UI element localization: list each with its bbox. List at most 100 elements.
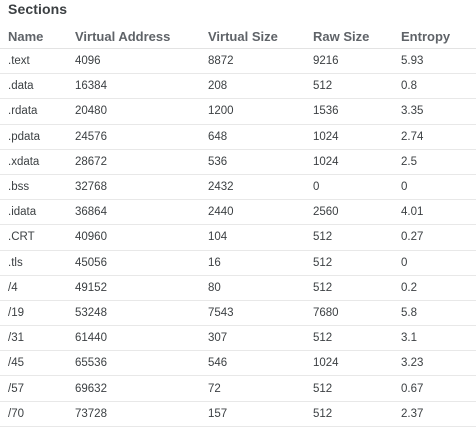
table-row: /31 61440 307 512 3.1 [0, 325, 476, 352]
cell-entropy: 3.23 [401, 350, 476, 377]
section-title: Sections [8, 1, 68, 17]
cell-virtual-size: 157 [208, 401, 313, 427]
column-header-entropy: Entropy [401, 25, 476, 49]
cell-virtual-size: 307 [208, 325, 313, 352]
cell-virtual-size: 1200 [208, 98, 313, 125]
cell-raw-size: 7680 [313, 300, 401, 327]
cell-entropy: 3.35 [401, 98, 476, 125]
cell-raw-size: 2560 [313, 199, 401, 226]
cell-name: /45 [0, 350, 75, 377]
table-row: /19 53248 7543 7680 5.8 [0, 300, 476, 327]
table-row: .CRT 40960 104 512 0.27 [0, 224, 476, 251]
cell-entropy: 3.1 [401, 325, 476, 352]
table-row: /45 65536 546 1024 3.23 [0, 350, 476, 377]
cell-entropy: 2.5 [401, 149, 476, 175]
cell-virtual-address: 40960 [75, 224, 208, 251]
cell-name: .rdata [0, 98, 75, 125]
cell-raw-size: 9216 [313, 48, 401, 75]
cell-raw-size: 1536 [313, 98, 401, 125]
column-header-raw-size: Raw Size [313, 25, 401, 49]
cell-name: /57 [0, 375, 75, 402]
cell-raw-size: 1024 [313, 149, 401, 175]
cell-name: /4 [0, 275, 75, 301]
cell-raw-size: 512 [313, 73, 401, 100]
cell-raw-size: 512 [313, 224, 401, 251]
cell-virtual-size: 536 [208, 149, 313, 175]
cell-entropy: 5.8 [401, 300, 476, 327]
cell-raw-size: 512 [313, 325, 401, 352]
sections-table: Name Virtual Address Virtual Size Raw Si… [0, 25, 476, 427]
cell-name: /19 [0, 300, 75, 327]
cell-virtual-size: 7543 [208, 300, 313, 327]
cell-virtual-size: 546 [208, 350, 313, 377]
cell-entropy: 0 [401, 174, 476, 201]
cell-entropy: 5.93 [401, 48, 476, 75]
cell-name: .CRT [0, 224, 75, 251]
table-row: /70 73728 157 512 2.37 [0, 401, 476, 427]
cell-virtual-size: 208 [208, 73, 313, 100]
cell-virtual-size: 2440 [208, 199, 313, 226]
cell-virtual-address: 45056 [75, 250, 208, 276]
cell-entropy: 0.27 [401, 224, 476, 251]
table-row: .tls 45056 16 512 0 [0, 250, 476, 276]
column-header-virtual-address: Virtual Address [75, 25, 208, 49]
cell-raw-size: 512 [313, 375, 401, 402]
cell-virtual-address: 4096 [75, 48, 208, 75]
cell-virtual-address: 69632 [75, 375, 208, 402]
cell-virtual-size: 2432 [208, 174, 313, 201]
cell-name: .idata [0, 199, 75, 226]
cell-virtual-address: 24576 [75, 124, 208, 150]
table-row: .idata 36864 2440 2560 4.01 [0, 199, 476, 226]
column-header-name: Name [0, 25, 75, 49]
cell-name: .pdata [0, 124, 75, 150]
cell-virtual-size: 16 [208, 250, 313, 276]
cell-name: .tls [0, 250, 75, 276]
cell-entropy: 2.37 [401, 401, 476, 427]
cell-virtual-address: 36864 [75, 199, 208, 226]
cell-name: .bss [0, 174, 75, 201]
cell-virtual-address: 61440 [75, 325, 208, 352]
cell-virtual-size: 80 [208, 275, 313, 301]
table-row: .text 4096 8872 9216 5.93 [0, 48, 476, 75]
cell-virtual-address: 32768 [75, 174, 208, 201]
cell-name: /70 [0, 401, 75, 427]
cell-raw-size: 1024 [313, 124, 401, 150]
table-row: .pdata 24576 648 1024 2.74 [0, 124, 476, 150]
cell-entropy: 0.2 [401, 275, 476, 301]
cell-virtual-size: 104 [208, 224, 313, 251]
cell-entropy: 2.74 [401, 124, 476, 150]
cell-virtual-address: 53248 [75, 300, 208, 327]
table-row: .rdata 20480 1200 1536 3.35 [0, 98, 476, 125]
cell-raw-size: 1024 [313, 350, 401, 377]
table-row: .bss 32768 2432 0 0 [0, 174, 476, 201]
cell-entropy: 0.67 [401, 375, 476, 402]
cell-virtual-address: 16384 [75, 73, 208, 100]
cell-virtual-address: 28672 [75, 149, 208, 175]
cell-virtual-size: 648 [208, 124, 313, 150]
cell-entropy: 0.8 [401, 73, 476, 100]
cell-entropy: 0 [401, 250, 476, 276]
table-body: .text 4096 8872 9216 5.93 .data 16384 208 512 0.8… [0, 48, 476, 427]
cell-name: .xdata [0, 149, 75, 175]
cell-virtual-address: 73728 [75, 401, 208, 427]
cell-virtual-size: 72 [208, 375, 313, 402]
table-row: .data 16384 208 512 0.8 [0, 73, 476, 100]
cell-name: /31 [0, 325, 75, 352]
cell-virtual-address: 65536 [75, 350, 208, 377]
cell-entropy: 4.01 [401, 199, 476, 226]
cell-virtual-size: 8872 [208, 48, 313, 75]
cell-name: .data [0, 73, 75, 100]
table-row: .xdata 28672 536 1024 2.5 [0, 149, 476, 175]
cell-virtual-address: 49152 [75, 275, 208, 301]
cell-raw-size: 0 [313, 174, 401, 201]
table-row: /4 49152 80 512 0.2 [0, 275, 476, 301]
table-row: /57 69632 72 512 0.67 [0, 375, 476, 402]
cell-raw-size: 512 [313, 275, 401, 301]
cell-raw-size: 512 [313, 401, 401, 427]
column-header-virtual-size: Virtual Size [208, 25, 313, 49]
cell-raw-size: 512 [313, 250, 401, 276]
table-header-row: Name Virtual Address Virtual Size Raw Si… [0, 25, 476, 49]
cell-name: .text [0, 48, 75, 75]
cell-virtual-address: 20480 [75, 98, 208, 125]
